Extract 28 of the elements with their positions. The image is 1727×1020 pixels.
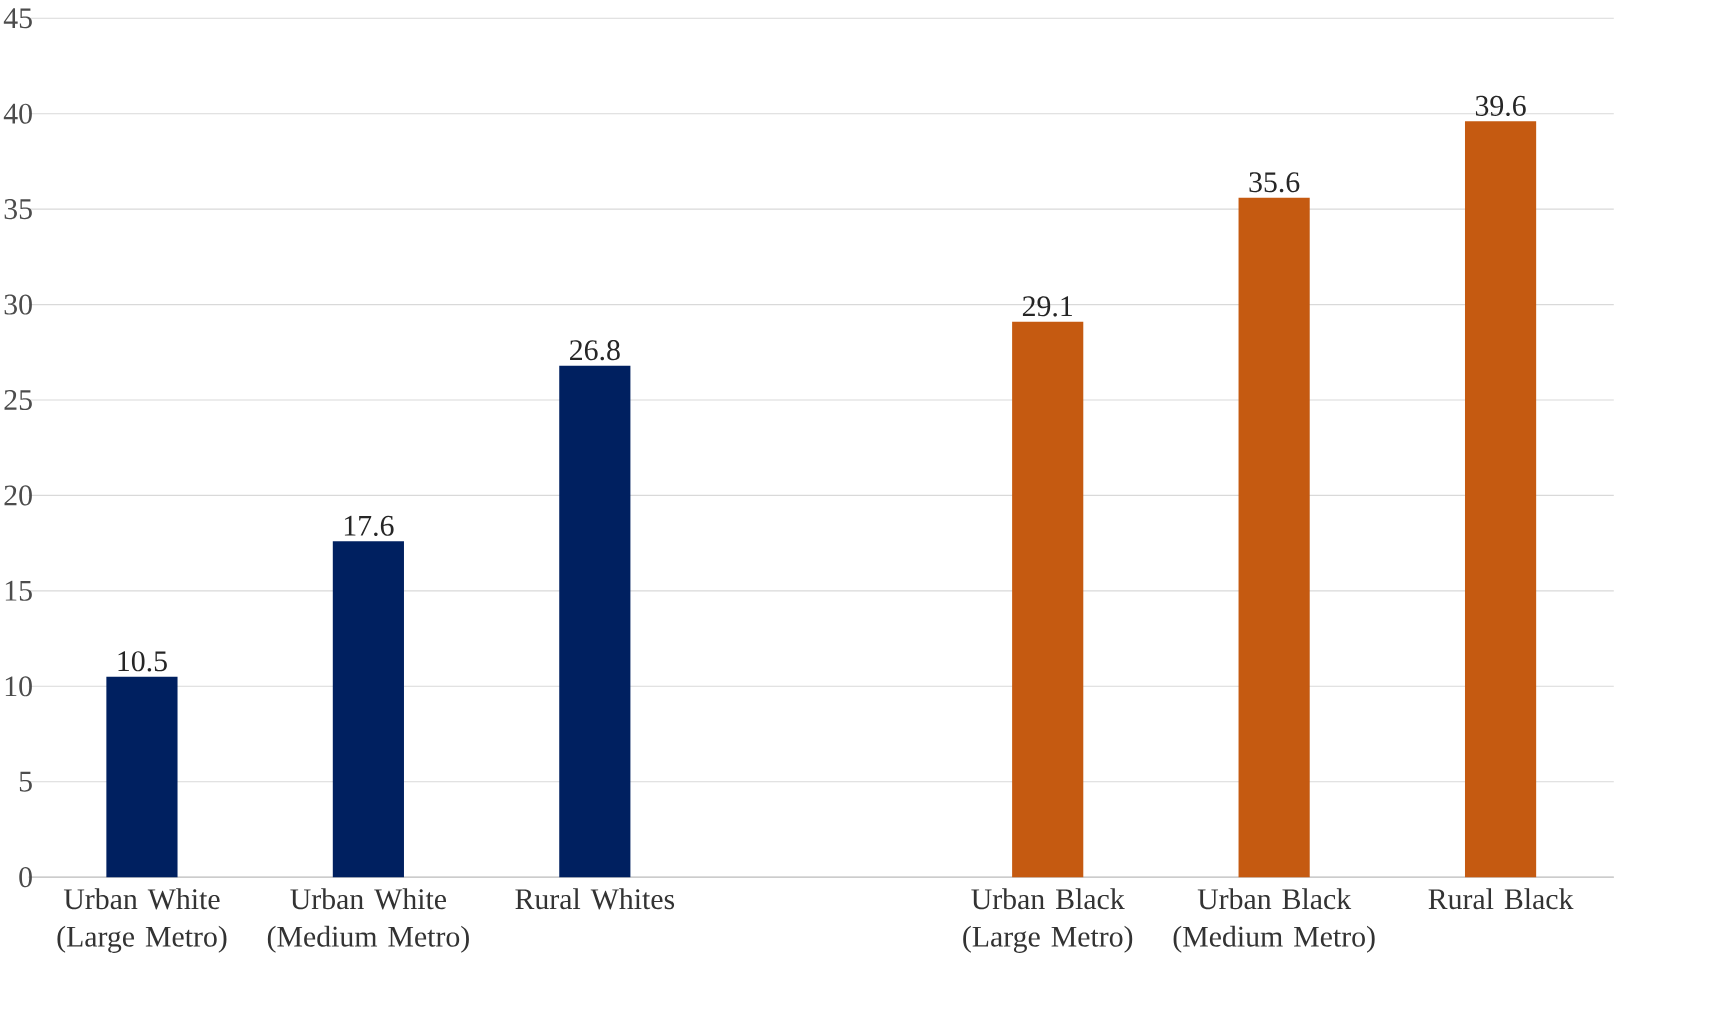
y-tick-label: 35	[4, 198, 32, 219]
x-tick-label: Urban White (Large Metro)	[57, 888, 227, 953]
data-label: 29.1	[1022, 296, 1072, 317]
bar	[1238, 197, 1310, 877]
x-tick-label: Rural Whites	[515, 888, 675, 910]
y-tick-label: 5	[19, 771, 32, 792]
bar	[1012, 321, 1084, 877]
y-tick-label: 10	[5, 675, 32, 697]
y-tick-label: 15	[5, 580, 32, 601]
bar	[332, 541, 404, 877]
x-tick-label: Urban Black (Medium Metro)	[1173, 888, 1375, 953]
x-tick-label: Urban Black (Large Metro)	[963, 888, 1133, 953]
bar	[1464, 121, 1537, 877]
x-tick-label: Rural Black	[1428, 888, 1574, 909]
data-label: 10.5	[118, 650, 167, 672]
y-tick-label: 45	[3, 8, 32, 28]
y-tick-label: 20	[4, 485, 32, 506]
y-tick-label: 25	[4, 389, 32, 410]
bar	[106, 676, 178, 877]
y-tick-label: 40	[3, 103, 32, 124]
data-label: 39.6	[1475, 95, 1526, 116]
data-label: 17.6	[344, 515, 394, 536]
x-tick-label: Urban White (Medium Metro)	[267, 888, 469, 953]
data-label: 26.8	[570, 339, 620, 361]
y-tick-label: 30	[4, 294, 32, 315]
bar	[559, 365, 631, 877]
y-tick-label: 0	[19, 866, 32, 887]
data-label: 35.6	[1249, 171, 1300, 193]
